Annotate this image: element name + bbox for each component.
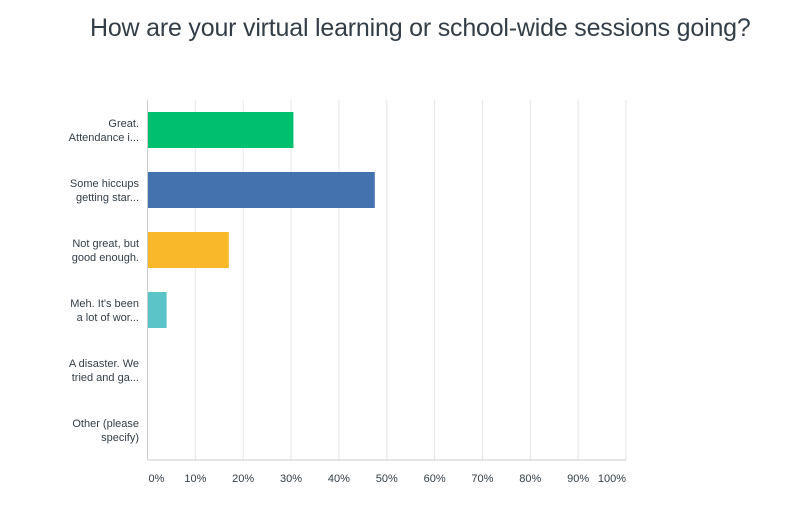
category-label: getting star... (76, 192, 139, 204)
bar (147, 292, 167, 328)
category-label: a lot of wor... (77, 312, 139, 324)
category-label: Meh. It's been (70, 298, 139, 310)
x-tick-label: 80% (519, 473, 541, 485)
x-tick-label: 10% (184, 473, 206, 485)
x-tick-label: 30% (280, 473, 302, 485)
category-label: Attendance i... (69, 132, 139, 144)
category-label: good enough. (72, 252, 139, 264)
bar (147, 172, 375, 208)
category-label: specify) (101, 432, 139, 444)
bar (147, 112, 294, 148)
x-tick-label: 20% (232, 473, 254, 485)
category-label: tried and ga... (72, 372, 139, 384)
x-tick-label: 90% (567, 473, 589, 485)
category-label: A disaster. We (69, 358, 139, 370)
x-tick-label: 100% (598, 473, 626, 485)
category-label: Not great, but (72, 238, 139, 250)
category-label: Great. (108, 118, 139, 130)
category-label: Other (please (72, 418, 139, 430)
x-tick-label: 40% (328, 473, 350, 485)
x-tick-label: 0% (149, 473, 165, 485)
x-tick-label: 60% (424, 473, 446, 485)
bar (147, 232, 229, 268)
x-tick-label: 70% (471, 473, 493, 485)
category-label: Some hiccups (70, 178, 140, 190)
x-tick-label: 50% (376, 473, 398, 485)
chart-title: How are your virtual learning or school-… (90, 14, 751, 42)
